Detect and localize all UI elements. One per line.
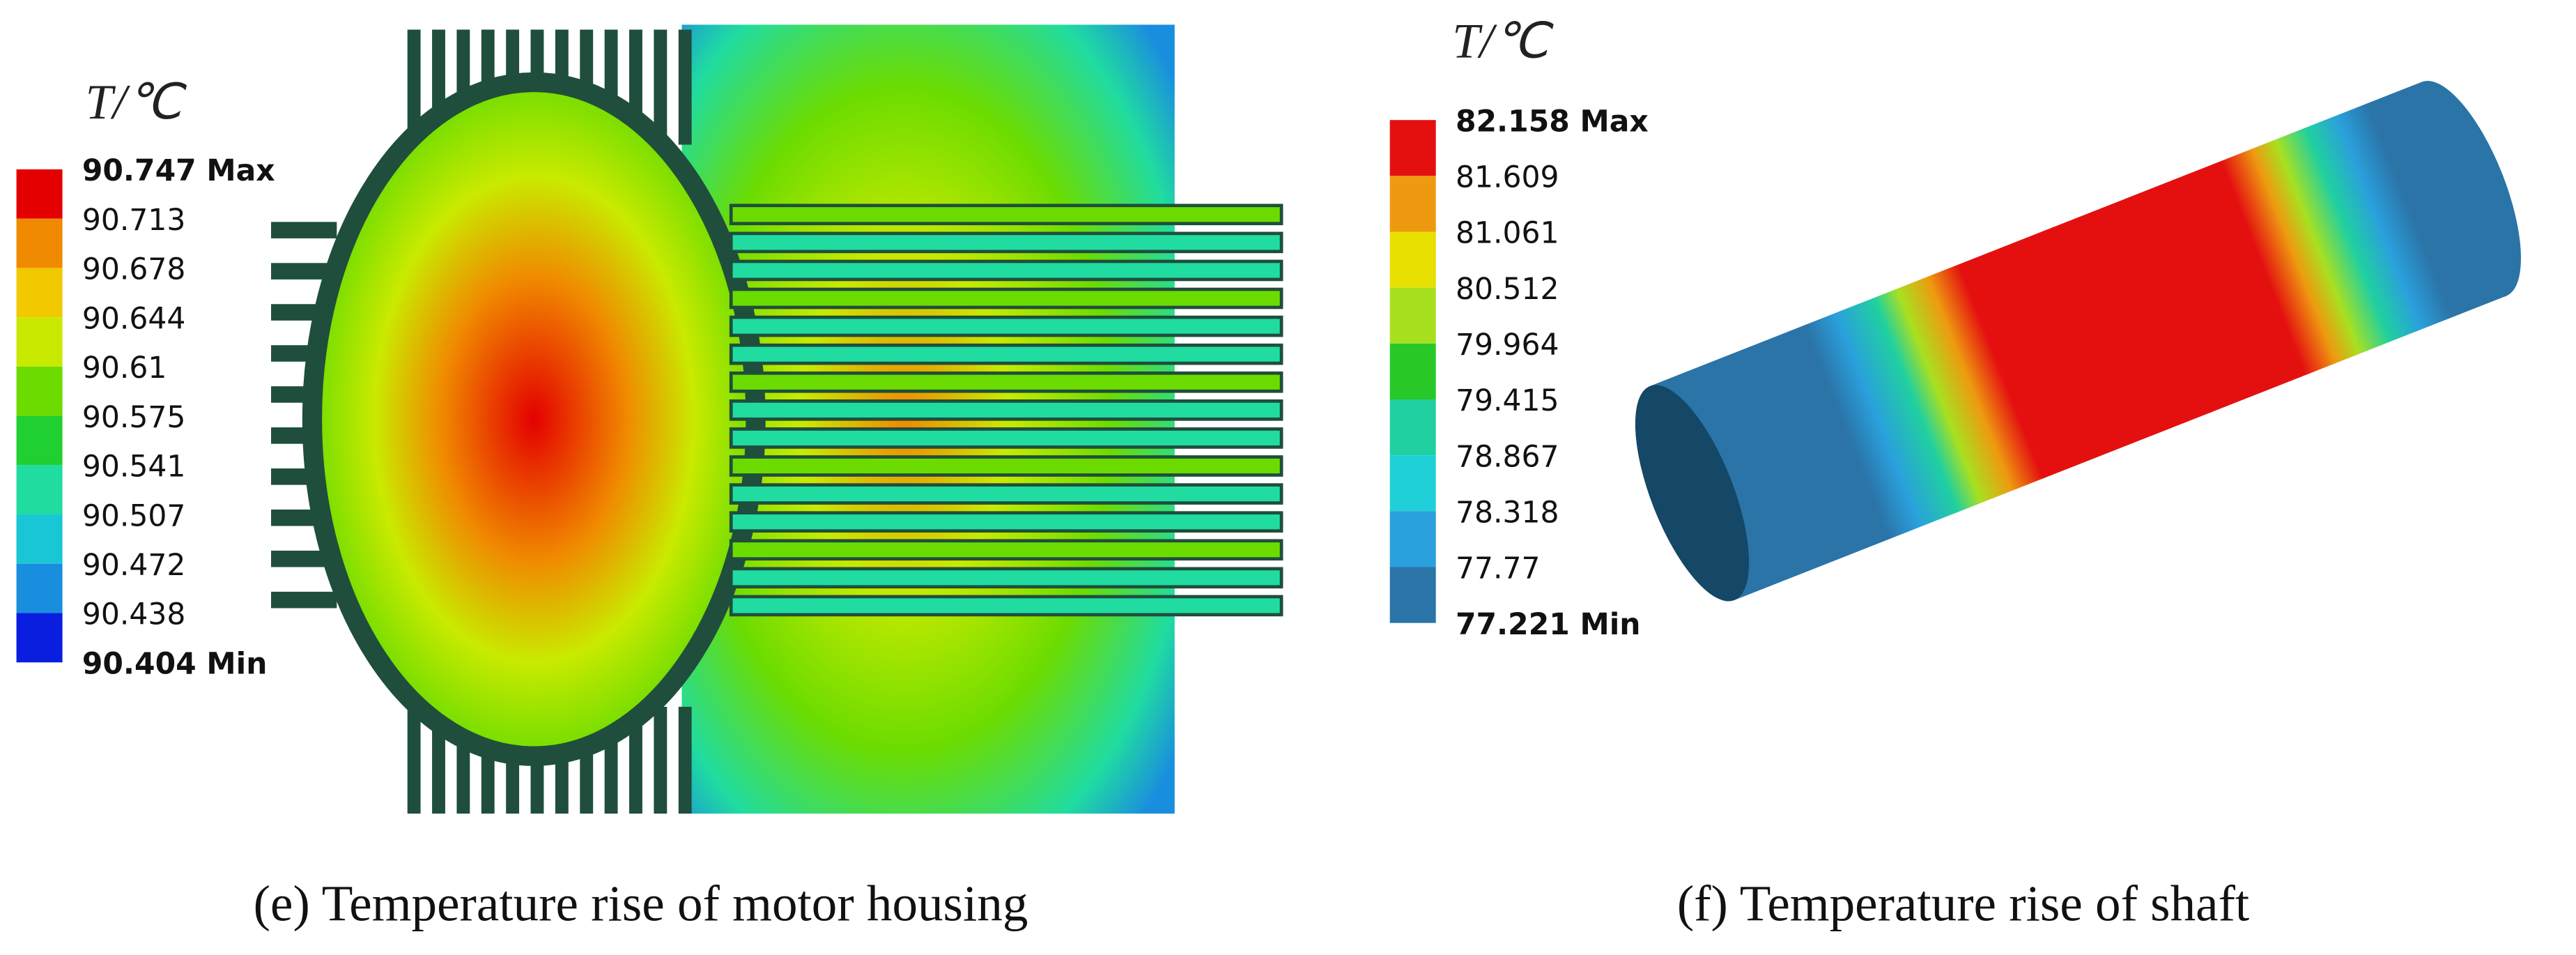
legend-title: T/℃ bbox=[1452, 15, 1554, 69]
fin bbox=[271, 550, 337, 567]
legend-label: 90.644 bbox=[82, 302, 186, 336]
legend-band bbox=[1389, 176, 1436, 232]
fin bbox=[729, 371, 1283, 393]
legend-label: 78.867 bbox=[1456, 440, 1559, 474]
legend-band bbox=[1389, 287, 1436, 344]
legend-label: 90.472 bbox=[82, 549, 186, 583]
fin bbox=[729, 315, 1283, 337]
legend-label: 90.713 bbox=[82, 204, 186, 238]
legend-band bbox=[1389, 343, 1436, 400]
fin bbox=[678, 29, 692, 145]
fin bbox=[271, 263, 337, 280]
legend-label: 82.158 Max bbox=[1456, 105, 1649, 139]
fin bbox=[729, 231, 1283, 254]
fin bbox=[729, 399, 1283, 421]
fin bbox=[729, 259, 1283, 282]
legend-label: 90.404 Min bbox=[82, 647, 268, 681]
fin bbox=[271, 222, 337, 238]
legend-band bbox=[16, 563, 63, 613]
legend-band bbox=[16, 415, 63, 466]
fin bbox=[654, 29, 668, 145]
fin bbox=[729, 204, 1283, 226]
fin bbox=[729, 287, 1283, 310]
legend-band bbox=[1389, 231, 1436, 288]
legend-band bbox=[1389, 399, 1436, 456]
legend-label: 81.609 bbox=[1456, 161, 1559, 195]
legend-band bbox=[1389, 120, 1436, 176]
legend-title: T/℃ bbox=[86, 75, 187, 130]
fin bbox=[654, 706, 668, 814]
legend-label: 80.512 bbox=[1456, 273, 1559, 307]
fin bbox=[729, 539, 1283, 561]
legend-label: 90.438 bbox=[82, 598, 186, 632]
fin bbox=[729, 483, 1283, 505]
legend-label: 79.964 bbox=[1456, 328, 1559, 362]
fin bbox=[729, 427, 1283, 449]
fin bbox=[729, 511, 1283, 533]
legend-band bbox=[16, 514, 63, 564]
legend-band bbox=[1389, 455, 1436, 512]
fin bbox=[729, 343, 1283, 365]
legend-band bbox=[16, 613, 63, 663]
legend-band bbox=[16, 218, 63, 268]
legend-label: 90.747 Max bbox=[82, 154, 275, 188]
legend-label: 90.678 bbox=[82, 253, 186, 287]
legend-label: 81.061 bbox=[1456, 217, 1559, 251]
legend-band bbox=[16, 465, 63, 515]
fin bbox=[729, 567, 1283, 589]
legend-band bbox=[16, 366, 63, 416]
fin bbox=[729, 595, 1283, 617]
legend-label: 90.575 bbox=[82, 401, 186, 435]
legend-band bbox=[16, 317, 63, 367]
legend-label: 78.318 bbox=[1456, 496, 1559, 530]
fin bbox=[629, 706, 642, 814]
legend-label: 90.507 bbox=[82, 499, 186, 533]
legend-label: 77.221 Min bbox=[1456, 608, 1641, 642]
fin bbox=[407, 706, 421, 814]
caption: (f) Temperature rise of shaft bbox=[1677, 875, 2249, 931]
fin bbox=[271, 591, 337, 609]
legend-band bbox=[16, 268, 63, 318]
legend-band bbox=[1389, 511, 1436, 567]
legend-label: 90.61 bbox=[82, 351, 167, 385]
legend-band bbox=[1389, 567, 1436, 623]
legend-label: 79.415 bbox=[1456, 384, 1559, 418]
legend-label: 90.541 bbox=[82, 450, 186, 484]
fin bbox=[407, 29, 421, 145]
caption: (e) Temperature rise of motor housing bbox=[254, 875, 1028, 931]
housing-render bbox=[271, 24, 1283, 814]
fin bbox=[729, 455, 1283, 477]
shaft-render bbox=[1635, 80, 2521, 602]
legend-label: 77.77 bbox=[1456, 552, 1541, 586]
legend-band bbox=[16, 169, 63, 219]
fin bbox=[678, 706, 692, 814]
